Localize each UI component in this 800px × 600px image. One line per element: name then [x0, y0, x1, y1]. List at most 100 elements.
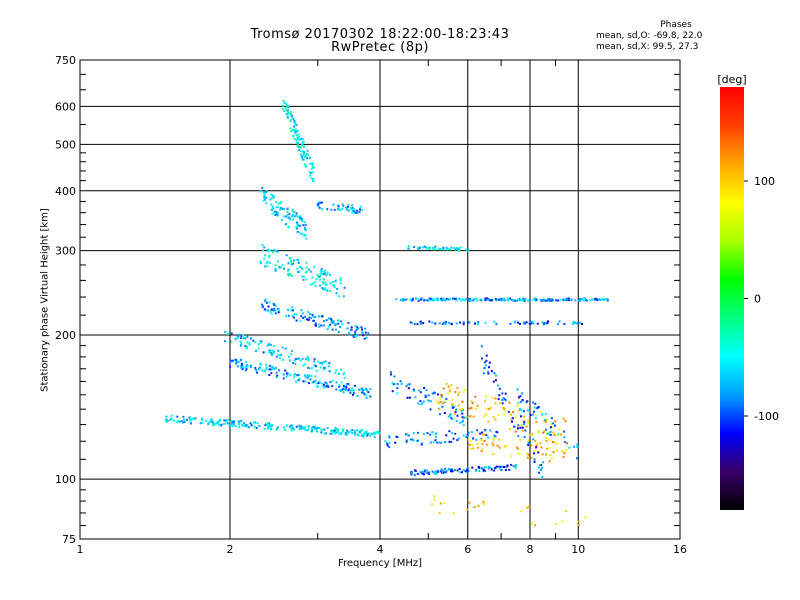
echo-point [365, 336, 368, 339]
echo-point [341, 323, 344, 326]
echo-point [467, 431, 470, 434]
echo-point [293, 125, 296, 128]
echo-point [361, 389, 364, 392]
echo-point [256, 422, 259, 425]
echo-point [318, 206, 321, 209]
echo-point [468, 501, 471, 504]
echo-point [311, 276, 314, 279]
echo-point [334, 426, 337, 429]
echo-point [352, 389, 355, 392]
echo-point [285, 372, 288, 375]
echo-point [340, 381, 343, 384]
echo-point [424, 396, 427, 398]
echo-point [295, 380, 297, 383]
echo-point [417, 246, 420, 249]
echo-point [273, 303, 276, 306]
echo-point [281, 107, 284, 110]
echo-point [285, 254, 288, 257]
echo-point [264, 196, 266, 199]
echo-point [498, 394, 501, 397]
echo-point [526, 409, 529, 412]
echo-point [544, 419, 547, 422]
echo-point [289, 374, 292, 377]
echo-point [355, 335, 358, 337]
echo-point [165, 418, 168, 421]
echo-point [210, 418, 213, 421]
echo-point [299, 153, 302, 156]
echo-point [459, 471, 462, 474]
echo-point [485, 354, 488, 357]
echo-point [316, 274, 319, 277]
echo-point [361, 387, 363, 390]
echo-point [433, 498, 436, 501]
echo-point [271, 212, 274, 215]
echo-point [337, 319, 340, 322]
echo-point [291, 350, 294, 353]
echo-point [536, 322, 539, 325]
echo-point [474, 395, 477, 398]
echo-point [532, 401, 535, 404]
echo-point [299, 359, 302, 362]
echo-point [485, 407, 488, 410]
echo-point [253, 421, 256, 424]
echo-point [448, 440, 451, 443]
echo-point [262, 249, 264, 252]
echo-point [294, 121, 297, 124]
echo-point [325, 289, 328, 292]
echo-point [310, 317, 313, 320]
echo-point [342, 295, 345, 298]
echo-point [562, 456, 565, 459]
echo-point [411, 472, 414, 474]
echo-point [308, 268, 310, 271]
echo-point [310, 429, 313, 432]
echo-point [354, 432, 357, 435]
echo-point [470, 406, 473, 409]
echo-point [560, 450, 563, 453]
echo-point [326, 208, 329, 211]
echo-point [436, 393, 439, 396]
echo-point [485, 298, 488, 301]
echo-point [272, 195, 275, 198]
echo-point [484, 364, 487, 367]
echo-point [579, 298, 582, 301]
x-axis-label: Frequency [MHz] [337, 558, 423, 569]
echo-point [550, 417, 553, 420]
echo-point [504, 392, 507, 395]
echo-point [238, 423, 241, 426]
echo-point [360, 326, 363, 329]
echo-point [366, 434, 369, 437]
echo-point [534, 440, 537, 443]
echo-point [321, 208, 324, 210]
echo-point [300, 217, 303, 220]
echo-point [262, 199, 265, 202]
colorbar-tick-label: 0 [754, 293, 761, 306]
echo-point [462, 469, 465, 471]
echo-point [393, 375, 396, 378]
echo-point [355, 212, 358, 214]
echo-point [295, 425, 298, 428]
echo-point [453, 297, 456, 300]
echo-point [525, 425, 528, 428]
echo-point [515, 446, 518, 449]
echo-point [516, 388, 519, 391]
echo-point [272, 207, 274, 210]
echo-point [531, 320, 534, 323]
echo-point [483, 415, 485, 418]
echo-point [503, 413, 505, 416]
echo-point [282, 359, 284, 361]
echo-point [471, 444, 473, 446]
echo-point [487, 436, 490, 439]
echo-point [277, 309, 280, 312]
echo-point [458, 468, 461, 470]
echo-point [364, 331, 367, 334]
echo-point [279, 202, 282, 205]
echo-point [361, 328, 363, 331]
echo-point [445, 470, 448, 473]
echo-point [527, 299, 530, 302]
echo-point [298, 374, 301, 377]
echo-point [301, 141, 304, 144]
echo-point [282, 373, 285, 376]
echo-point [334, 372, 337, 375]
echo-point [305, 278, 308, 281]
echo-point [484, 395, 487, 398]
